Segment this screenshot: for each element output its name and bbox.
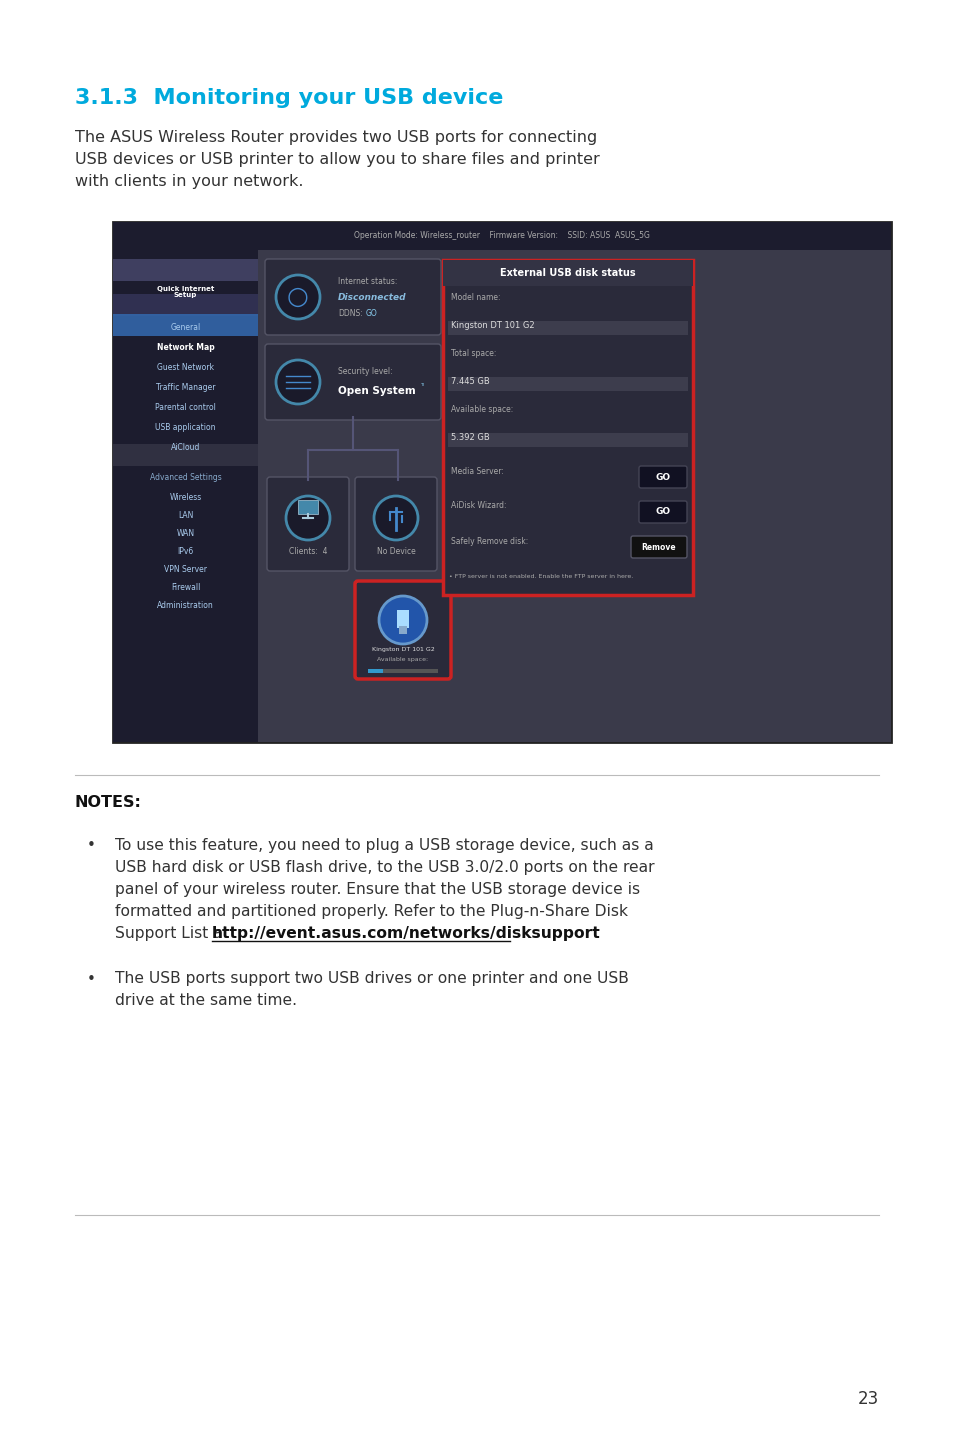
FancyBboxPatch shape bbox=[639, 466, 686, 487]
Text: WAN: WAN bbox=[176, 529, 194, 538]
FancyBboxPatch shape bbox=[355, 581, 451, 679]
Circle shape bbox=[286, 496, 330, 541]
Text: Safely Remove disk:: Safely Remove disk: bbox=[451, 536, 528, 545]
Text: • FTP server is not enabled. Enable the FTP server in here.: • FTP server is not enabled. Enable the … bbox=[449, 574, 633, 578]
Text: Firewall: Firewall bbox=[171, 582, 200, 591]
Text: •: • bbox=[87, 972, 95, 986]
FancyBboxPatch shape bbox=[265, 259, 440, 335]
Text: The ASUS Wireless Router provides two USB ports for connecting: The ASUS Wireless Router provides two US… bbox=[75, 129, 597, 145]
Bar bbox=[448, 321, 687, 335]
Text: ○: ○ bbox=[287, 285, 309, 309]
Text: Security level:: Security level: bbox=[337, 368, 393, 377]
Text: Total space:: Total space: bbox=[451, 349, 496, 358]
Text: Support List at: Support List at bbox=[115, 926, 233, 940]
Text: To use this feature, you need to plug a USB storage device, such as a: To use this feature, you need to plug a … bbox=[115, 838, 653, 853]
Text: Parental control: Parental control bbox=[155, 403, 215, 411]
Bar bbox=[396, 610, 409, 628]
Text: Wireless: Wireless bbox=[170, 492, 201, 502]
Text: Internet status:: Internet status: bbox=[337, 278, 397, 286]
Bar bbox=[112, 444, 257, 466]
FancyBboxPatch shape bbox=[267, 477, 349, 571]
Bar bbox=[448, 377, 687, 391]
Text: NOTES:: NOTES: bbox=[75, 795, 142, 810]
Bar bbox=[112, 313, 257, 336]
Text: Open System: Open System bbox=[337, 385, 416, 395]
Text: formatted and partitioned properly. Refer to the Plug-n-Share Disk: formatted and partitioned properly. Refe… bbox=[115, 905, 627, 919]
Bar bbox=[448, 433, 687, 447]
Text: Clients:  4: Clients: 4 bbox=[289, 548, 327, 557]
Circle shape bbox=[374, 496, 417, 541]
Bar bbox=[112, 221, 890, 250]
Text: GO: GO bbox=[366, 309, 377, 318]
Text: Guest Network: Guest Network bbox=[157, 362, 213, 371]
Circle shape bbox=[275, 360, 319, 404]
Bar bbox=[442, 260, 692, 286]
Text: Administration: Administration bbox=[157, 601, 213, 610]
Text: The USB ports support two USB drives or one printer and one USB: The USB ports support two USB drives or … bbox=[115, 971, 628, 986]
Text: AiDisk Wizard:: AiDisk Wizard: bbox=[451, 502, 506, 510]
Text: Traffic Manager: Traffic Manager bbox=[155, 383, 215, 391]
FancyBboxPatch shape bbox=[112, 221, 890, 742]
Text: 3.1.3  Monitoring your USB device: 3.1.3 Monitoring your USB device bbox=[75, 88, 503, 108]
Text: 5.392 GB: 5.392 GB bbox=[451, 433, 489, 443]
FancyBboxPatch shape bbox=[355, 477, 436, 571]
Text: ᵀˡ: ᵀˡ bbox=[419, 384, 423, 390]
Text: AiCloud: AiCloud bbox=[171, 443, 200, 452]
Bar bbox=[257, 250, 890, 742]
Text: Quick Internet
Setup: Quick Internet Setup bbox=[156, 286, 214, 299]
Bar bbox=[398, 626, 407, 634]
Text: panel of your wireless router. Ensure that the USB storage device is: panel of your wireless router. Ensure th… bbox=[115, 881, 639, 897]
Text: GO: GO bbox=[655, 508, 670, 516]
Bar bbox=[112, 250, 257, 742]
FancyBboxPatch shape bbox=[265, 344, 440, 420]
Text: USB application: USB application bbox=[155, 423, 215, 431]
Text: External USB disk status: External USB disk status bbox=[499, 267, 635, 278]
Text: drive at the same time.: drive at the same time. bbox=[115, 994, 296, 1008]
Text: LAN: LAN bbox=[177, 510, 193, 519]
Bar bbox=[297, 500, 317, 513]
Text: Model name:: Model name: bbox=[451, 293, 500, 302]
Text: 23: 23 bbox=[857, 1391, 878, 1408]
Bar bbox=[368, 669, 437, 673]
Text: Available space:: Available space: bbox=[451, 406, 513, 414]
Text: Available space:: Available space: bbox=[377, 657, 428, 661]
Bar bbox=[112, 259, 257, 280]
Circle shape bbox=[378, 595, 427, 644]
Text: Operation Mode: Wireless_router    Firmware Version:    SSID: ASUS  ASUS_5G: Operation Mode: Wireless_router Firmware… bbox=[354, 232, 649, 240]
Text: USB devices or USB printer to allow you to share files and printer: USB devices or USB printer to allow you … bbox=[75, 152, 599, 167]
FancyBboxPatch shape bbox=[639, 500, 686, 523]
FancyBboxPatch shape bbox=[442, 260, 692, 595]
Text: Kingston DT 101 G2: Kingston DT 101 G2 bbox=[372, 647, 434, 651]
Circle shape bbox=[275, 275, 319, 319]
Text: 7.445 GB: 7.445 GB bbox=[451, 378, 489, 387]
Text: IPv6: IPv6 bbox=[177, 546, 193, 555]
Text: DDNS:: DDNS: bbox=[337, 309, 362, 318]
Text: GO: GO bbox=[655, 473, 670, 482]
Text: Kingston DT 101 G2: Kingston DT 101 G2 bbox=[451, 322, 534, 331]
Bar bbox=[112, 293, 257, 316]
Text: •: • bbox=[87, 838, 95, 854]
Text: Media Server:: Media Server: bbox=[451, 466, 503, 476]
Bar bbox=[368, 669, 383, 673]
Text: VPN Server: VPN Server bbox=[164, 565, 207, 574]
FancyBboxPatch shape bbox=[630, 536, 686, 558]
Text: No Device: No Device bbox=[376, 548, 415, 557]
Text: http://event.asus.com/networks/disksupport: http://event.asus.com/networks/disksuppo… bbox=[212, 926, 600, 940]
Text: Advanced Settings: Advanced Settings bbox=[150, 473, 221, 482]
Text: USB hard disk or USB flash drive, to the USB 3.0/2.0 ports on the rear: USB hard disk or USB flash drive, to the… bbox=[115, 860, 654, 874]
Text: Network Map: Network Map bbox=[156, 342, 214, 351]
Text: Remove: Remove bbox=[641, 542, 676, 552]
Text: with clients in your network.: with clients in your network. bbox=[75, 174, 303, 188]
Text: Disconnected: Disconnected bbox=[337, 292, 406, 302]
Text: General: General bbox=[171, 322, 200, 332]
